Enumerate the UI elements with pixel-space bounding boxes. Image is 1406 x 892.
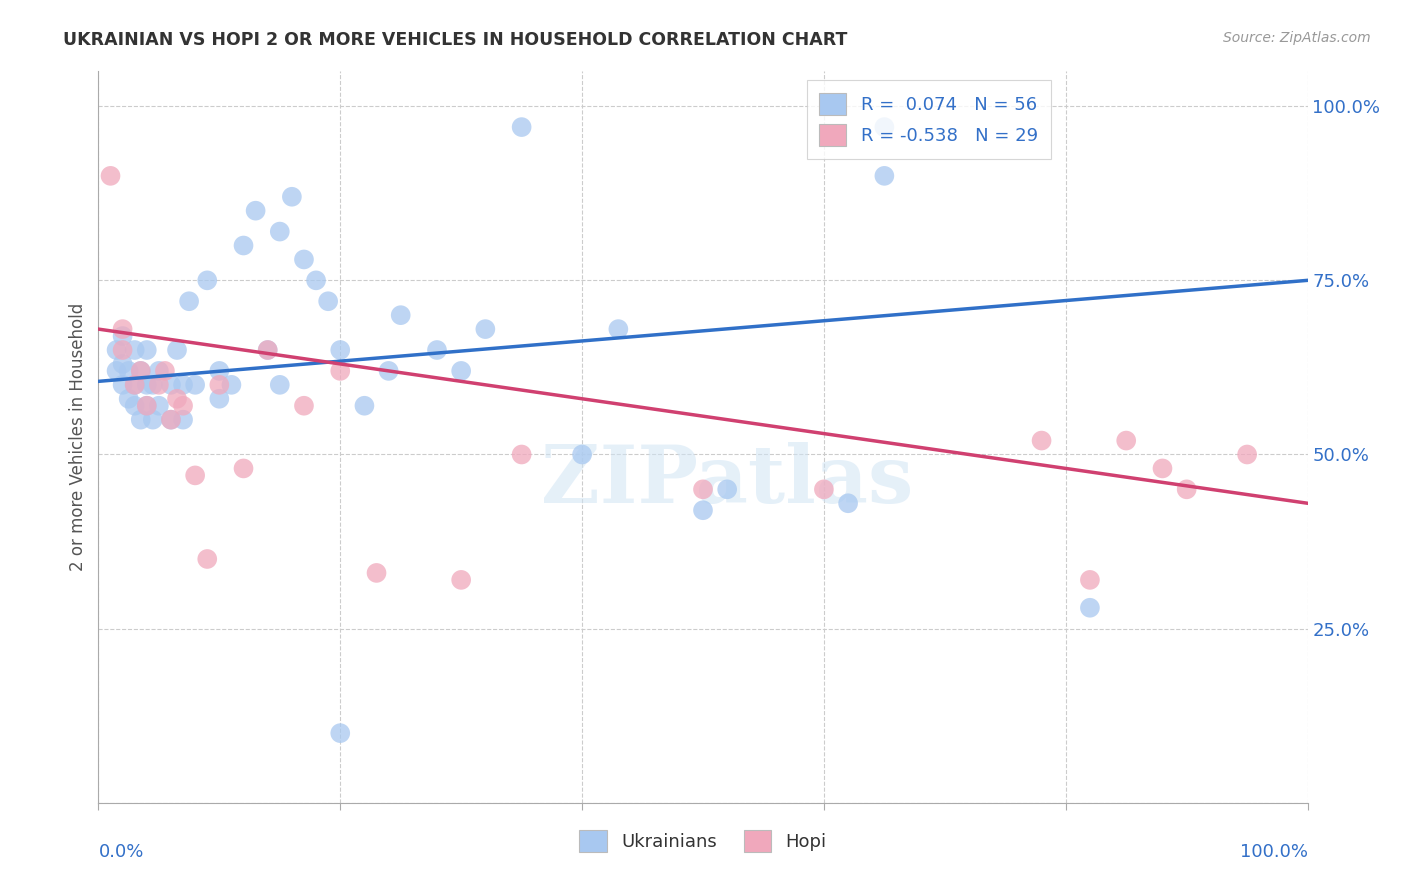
Point	[172, 412, 194, 426]
Point	[232, 461, 254, 475]
Y-axis label: 2 or more Vehicles in Household: 2 or more Vehicles in Household	[69, 303, 87, 571]
Point	[160, 412, 183, 426]
Point	[450, 364, 472, 378]
Point	[129, 412, 152, 426]
Point	[305, 273, 328, 287]
Point	[269, 225, 291, 239]
Text: 100.0%: 100.0%	[1240, 843, 1308, 861]
Point	[474, 322, 496, 336]
Point	[172, 399, 194, 413]
Point	[148, 364, 170, 378]
Point	[510, 120, 533, 134]
Point	[135, 377, 157, 392]
Point	[1175, 483, 1198, 497]
Point	[208, 364, 231, 378]
Point	[813, 483, 835, 497]
Point	[135, 399, 157, 413]
Point	[111, 322, 134, 336]
Point	[100, 169, 122, 183]
Point	[208, 392, 231, 406]
Point	[245, 203, 267, 218]
Point	[232, 238, 254, 252]
Text: 0.0%: 0.0%	[98, 843, 143, 861]
Point	[366, 566, 388, 580]
Point	[1078, 600, 1101, 615]
Point	[1236, 448, 1258, 462]
Text: Source: ZipAtlas.com: Source: ZipAtlas.com	[1223, 31, 1371, 45]
Point	[111, 357, 134, 371]
Text: UKRAINIAN VS HOPI 2 OR MORE VEHICLES IN HOUSEHOLD CORRELATION CHART: UKRAINIAN VS HOPI 2 OR MORE VEHICLES IN …	[63, 31, 848, 49]
Point	[160, 412, 183, 426]
Point	[292, 399, 315, 413]
Point	[153, 364, 176, 378]
Point	[124, 343, 146, 357]
Point	[607, 322, 630, 336]
Point	[837, 496, 859, 510]
Point	[329, 726, 352, 740]
Point	[148, 377, 170, 392]
Point	[450, 573, 472, 587]
Point	[510, 448, 533, 462]
Point	[135, 343, 157, 357]
Text: ZIPatlas: ZIPatlas	[541, 442, 914, 520]
Point	[221, 377, 243, 392]
Point	[692, 503, 714, 517]
Point	[329, 364, 352, 378]
Point	[316, 294, 339, 309]
Point	[571, 448, 593, 462]
Point	[124, 399, 146, 413]
Point	[124, 377, 146, 392]
Point	[179, 294, 201, 309]
Point	[208, 377, 231, 392]
Point	[256, 343, 278, 357]
Point	[129, 364, 152, 378]
Point	[873, 169, 896, 183]
Point	[142, 412, 165, 426]
Point	[1115, 434, 1137, 448]
Point	[1152, 461, 1174, 475]
Point	[873, 120, 896, 134]
Point	[129, 364, 152, 378]
Point	[426, 343, 449, 357]
Point	[124, 377, 146, 392]
Point	[111, 343, 134, 357]
Point	[195, 552, 218, 566]
Point	[111, 377, 134, 392]
Point	[118, 392, 141, 406]
Point	[716, 483, 738, 497]
Point	[172, 377, 194, 392]
Point	[389, 308, 412, 322]
Point	[1031, 434, 1053, 448]
Point	[329, 343, 352, 357]
Point	[256, 343, 278, 357]
Point	[105, 343, 128, 357]
Point	[160, 377, 183, 392]
Point	[281, 190, 304, 204]
Point	[292, 252, 315, 267]
Point	[105, 364, 128, 378]
Point	[166, 392, 188, 406]
Point	[148, 399, 170, 413]
Legend: Ukrainians, Hopi: Ukrainians, Hopi	[572, 823, 834, 860]
Point	[184, 377, 207, 392]
Point	[692, 483, 714, 497]
Point	[377, 364, 399, 378]
Point	[142, 377, 165, 392]
Point	[184, 468, 207, 483]
Point	[111, 329, 134, 343]
Point	[166, 343, 188, 357]
Point	[1078, 573, 1101, 587]
Point	[195, 273, 218, 287]
Point	[269, 377, 291, 392]
Point	[135, 399, 157, 413]
Point	[118, 364, 141, 378]
Point	[353, 399, 375, 413]
